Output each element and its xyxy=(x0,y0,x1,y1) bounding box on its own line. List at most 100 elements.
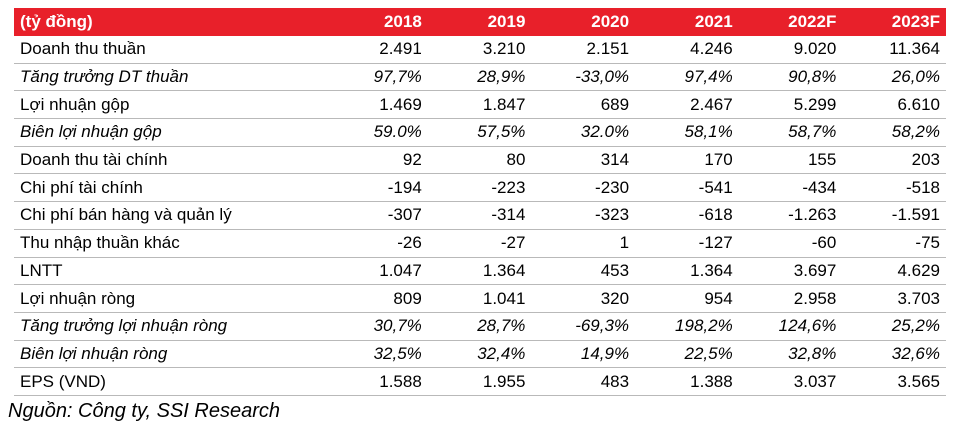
cell-value: -1.263 xyxy=(738,201,843,230)
cell-value: 1.847 xyxy=(427,90,532,120)
cell-value: 1.388 xyxy=(635,367,739,396)
cell-value: 80 xyxy=(427,146,532,175)
cell-value: 320 xyxy=(531,284,636,313)
financial-table-container: (tỷ đồng) 2018 2019 2020 2021 2022F 2023… xyxy=(14,8,946,396)
year-header: 2022F xyxy=(738,8,843,36)
cell-value: -230 xyxy=(531,173,636,203)
cell-value: -323 xyxy=(531,201,636,230)
year-header: 2021 xyxy=(635,8,739,36)
cell-value: -127 xyxy=(635,229,739,258)
row-label: Tăng trưởng DT thuần xyxy=(14,63,325,92)
cell-value: 4.246 xyxy=(635,36,739,64)
table-header-row: (tỷ đồng) 2018 2019 2020 2021 2022F 2023… xyxy=(14,8,946,36)
cell-value: 3.565 xyxy=(842,367,946,396)
cell-value: 32,8% xyxy=(738,340,843,369)
cell-value: 1.041 xyxy=(427,284,532,313)
table-row: Chi phí bán hàng và quản lý -307 -314 -323 -… xyxy=(14,201,946,230)
table-row: Doanh thu tài chính 92 80 314 170 155 203 xyxy=(14,146,946,175)
row-label: Chi phí tài chính xyxy=(14,173,325,203)
row-label: Doanh thu thuần xyxy=(14,36,325,64)
cell-value: 26,0% xyxy=(842,63,946,92)
table-row: LNTT 1.047 1.364 453 1.364 3.697 4.629 xyxy=(14,257,946,286)
cell-value: -60 xyxy=(738,229,843,258)
cell-value: 1.364 xyxy=(635,257,739,286)
row-label: Lợi nhuận gộp xyxy=(14,90,325,120)
cell-value: 57,5% xyxy=(427,118,532,147)
cell-value: 11.364 xyxy=(842,36,946,64)
table-row: Lợi nhuận gộp 1.469 1.847 689 2.467 5.299 6.61… xyxy=(14,90,946,120)
cell-value: -541 xyxy=(635,173,739,203)
cell-value: 198,2% xyxy=(635,312,739,341)
table-row: EPS (VND) 1.588 1.955 483 1.388 3.037 3.565 xyxy=(14,367,946,396)
cell-value: -518 xyxy=(842,173,946,203)
cell-value: 203 xyxy=(842,146,946,175)
cell-value: 28,9% xyxy=(427,63,532,92)
table-row: Tăng trưởng lợi nhuận ròng 30,7% 28,7% -69,… xyxy=(14,312,946,341)
cell-value: 2.958 xyxy=(738,284,843,313)
source-note: Nguồn: Công ty, SSI Research xyxy=(8,400,280,422)
cell-value: 1 xyxy=(531,229,636,258)
cell-value: 3.037 xyxy=(738,367,843,396)
cell-value: 689 xyxy=(531,90,636,120)
year-header: 2018 xyxy=(324,8,428,36)
cell-value: 3.703 xyxy=(842,284,946,313)
year-header: 2019 xyxy=(427,8,532,36)
row-label: Lợi nhuận ròng xyxy=(14,284,325,313)
row-label: Biên lợi nhuận ròng xyxy=(14,340,325,369)
cell-value: 1.364 xyxy=(427,257,532,286)
cell-value: -434 xyxy=(738,173,843,203)
cell-value: 124,6% xyxy=(738,312,843,341)
cell-value: -307 xyxy=(324,201,428,230)
cell-value: 32,6% xyxy=(842,340,946,369)
table-row: Lợi nhuận ròng 809 1.041 320 954 2.958 3.703 xyxy=(14,284,946,313)
cell-value: 6.610 xyxy=(842,90,946,120)
cell-value: 2.467 xyxy=(635,90,739,120)
table-row: Thu nhập thuần khác -26 -27 1 -127 -60 -75 xyxy=(14,229,946,258)
cell-value: 9.020 xyxy=(738,36,843,64)
cell-value: -33,0% xyxy=(531,63,636,92)
cell-value: 32,5% xyxy=(324,340,428,369)
year-header: 2023F xyxy=(842,8,946,36)
cell-value: 32.0% xyxy=(531,118,636,147)
cell-value: -75 xyxy=(842,229,946,258)
cell-value: 97,7% xyxy=(324,63,428,92)
cell-value: -1.591 xyxy=(842,201,946,230)
cell-value: 58,7% xyxy=(738,118,843,147)
row-label: Thu nhập thuần khác xyxy=(14,229,325,258)
cell-value: 58,1% xyxy=(635,118,739,147)
cell-value: 32,4% xyxy=(427,340,532,369)
cell-value: -223 xyxy=(427,173,532,203)
table-row: Doanh thu thuần 2.491 3.210 2.151 4.246 9.020… xyxy=(14,36,946,64)
cell-value: 22,5% xyxy=(635,340,739,369)
cell-value: -69,3% xyxy=(531,312,636,341)
cell-value: 14,9% xyxy=(531,340,636,369)
cell-value: 30,7% xyxy=(324,312,428,341)
row-label: EPS (VND) xyxy=(14,367,325,396)
cell-value: 25,2% xyxy=(842,312,946,341)
financial-table: (tỷ đồng) 2018 2019 2020 2021 2022F 2023… xyxy=(14,8,946,396)
cell-value: 59.0% xyxy=(324,118,428,147)
cell-value: 97,4% xyxy=(635,63,739,92)
unit-label: (tỷ đồng) xyxy=(14,8,325,36)
cell-value: 92 xyxy=(324,146,428,175)
cell-value: 1.955 xyxy=(427,367,532,396)
cell-value: -26 xyxy=(324,229,428,258)
cell-value: 954 xyxy=(635,284,739,313)
row-label: Tăng trưởng lợi nhuận ròng xyxy=(14,312,325,341)
cell-value: 1.588 xyxy=(324,367,428,396)
cell-value: -314 xyxy=(427,201,532,230)
table-row: Biên lợi nhuận gộp 59.0% 57,5% 32.0% 58,1% 58… xyxy=(14,118,946,147)
cell-value: 1.047 xyxy=(324,257,428,286)
cell-value: 58,2% xyxy=(842,118,946,147)
cell-value: 5.299 xyxy=(738,90,843,120)
table-body: Doanh thu thuần 2.491 3.210 2.151 4.246 9.020… xyxy=(14,36,946,396)
cell-value: 2.491 xyxy=(324,36,428,64)
cell-value: 453 xyxy=(531,257,636,286)
cell-value: 155 xyxy=(738,146,843,175)
cell-value: 1.469 xyxy=(324,90,428,120)
cell-value: 483 xyxy=(531,367,636,396)
row-label: Chi phí bán hàng và quản lý xyxy=(14,201,325,230)
table-row: Chi phí tài chính -194 -223 -230 -541 -434 -51… xyxy=(14,173,946,203)
table-row: Biên lợi nhuận ròng 32,5% 32,4% 14,9% 22,5% 3… xyxy=(14,340,946,369)
cell-value: 2.151 xyxy=(531,36,636,64)
